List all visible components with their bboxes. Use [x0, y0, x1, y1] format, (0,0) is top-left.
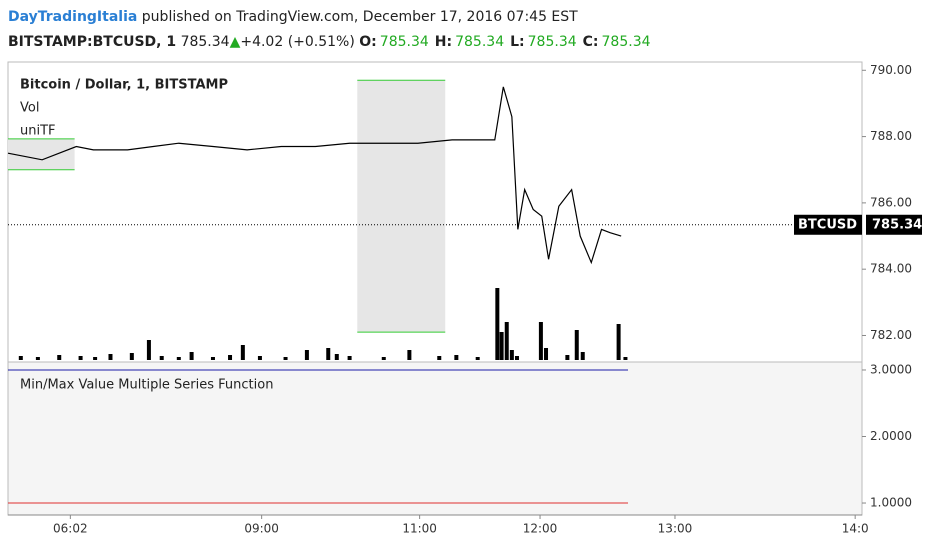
- y-tick-label: 786.00: [870, 195, 912, 209]
- volume-bar: [334, 354, 339, 360]
- publish-info: published on TradingView.com, December 1…: [142, 9, 578, 25]
- y-tick-label: 3.0000: [870, 362, 912, 376]
- x-tick-label: 13:00: [658, 522, 693, 536]
- volume-bar: [240, 345, 245, 360]
- volume-bar: [326, 348, 331, 360]
- y-tick-label: 788.00: [870, 129, 912, 143]
- pane-title: Min/Max Value Multiple Series Function: [20, 378, 273, 393]
- volume-bar: [35, 357, 40, 360]
- volume-bar: [228, 355, 233, 360]
- range-box: [357, 80, 446, 333]
- symbol: BITSTAMP:BTCUSD, 1: [8, 34, 176, 50]
- arrow: ▲: [230, 34, 241, 50]
- ohlc-label: L:: [510, 34, 525, 50]
- volume-bar: [159, 356, 164, 360]
- volume-bar: [504, 322, 509, 360]
- x-tick-label: 12:00: [523, 522, 558, 536]
- y-tick-label: 1.0000: [870, 496, 912, 510]
- volume-bar: [407, 350, 412, 360]
- volume-bar: [544, 348, 549, 360]
- volume-bar: [93, 357, 98, 360]
- volume-bar: [514, 356, 519, 360]
- volume-bar: [78, 356, 83, 360]
- y-tick-label: 2.0000: [870, 429, 912, 443]
- ohlc-value: 785.34: [455, 34, 504, 50]
- volume-bar: [257, 356, 262, 360]
- price-tag-text: 785.34: [872, 217, 922, 232]
- volume-bar: [381, 357, 386, 360]
- ohlc-value: 785.34: [602, 34, 651, 50]
- volume-bar: [283, 357, 288, 360]
- volume-bar: [509, 350, 514, 360]
- volume-bar: [18, 356, 23, 360]
- volume-bar: [210, 357, 215, 360]
- volume-bar: [176, 357, 181, 360]
- volume-bar: [189, 352, 194, 360]
- volume-bar: [146, 340, 151, 360]
- price: 785.34: [181, 34, 230, 50]
- price-line: [7, 86, 622, 265]
- symbol-tag-text: BTCUSD: [798, 217, 857, 232]
- volume-bar: [129, 353, 134, 360]
- volume-bar: [574, 330, 579, 360]
- y-tick-label: 790.00: [870, 63, 912, 77]
- volume-bar: [347, 356, 352, 360]
- volume-bar: [495, 288, 500, 360]
- change: +4.02 (+0.51%): [240, 34, 354, 50]
- y-tick-label: 784.00: [870, 262, 912, 276]
- symbol-line: BITSTAMP:BTCUSD, 1 785.34▲+4.02 (+0.51%)…: [8, 34, 651, 50]
- chart-title: Bitcoin / Dollar, 1, BITSTAMP: [20, 78, 228, 93]
- ohlc-value: 785.34: [380, 34, 429, 50]
- volume-bar: [499, 332, 504, 360]
- ohlc-label: C:: [583, 34, 599, 50]
- ohlc: O: 785.34 H: 785.34 L: 785.34 C: 785.34: [359, 34, 650, 50]
- x-tick-label: 06:02: [53, 522, 88, 536]
- x-tick-label: 11:00: [402, 522, 437, 536]
- indicator: uniTF: [20, 124, 56, 139]
- volume-bar: [565, 355, 570, 360]
- volume-bar: [304, 350, 309, 360]
- volume-bar: [108, 354, 113, 360]
- author: DayTradingItalia: [8, 9, 137, 25]
- x-tick-label: 09:00: [244, 522, 279, 536]
- volume-bar: [475, 357, 480, 360]
- plot: [7, 79, 628, 360]
- lower-pane: [7, 361, 863, 516]
- volume-bar: [616, 324, 621, 360]
- x-tick-label: 14:0: [842, 522, 869, 536]
- symbol-tag: [794, 214, 862, 235]
- ohlc-value: 785.34: [528, 34, 577, 50]
- header-line: DayTradingItalia published on TradingVie…: [8, 9, 578, 25]
- volume-bar: [454, 355, 459, 360]
- volume-bar: [538, 322, 543, 360]
- range-box: [8, 138, 75, 170]
- volume-bar: [57, 355, 62, 360]
- indicator: Vol: [20, 101, 39, 116]
- volume-bar: [437, 356, 442, 360]
- y-tick-label: 782.00: [870, 328, 912, 342]
- ohlc-label: H:: [435, 34, 452, 50]
- volume-bar: [623, 357, 628, 360]
- ohlc-label: O:: [359, 34, 377, 50]
- price-tag: [866, 214, 922, 235]
- volume-bar: [580, 352, 585, 360]
